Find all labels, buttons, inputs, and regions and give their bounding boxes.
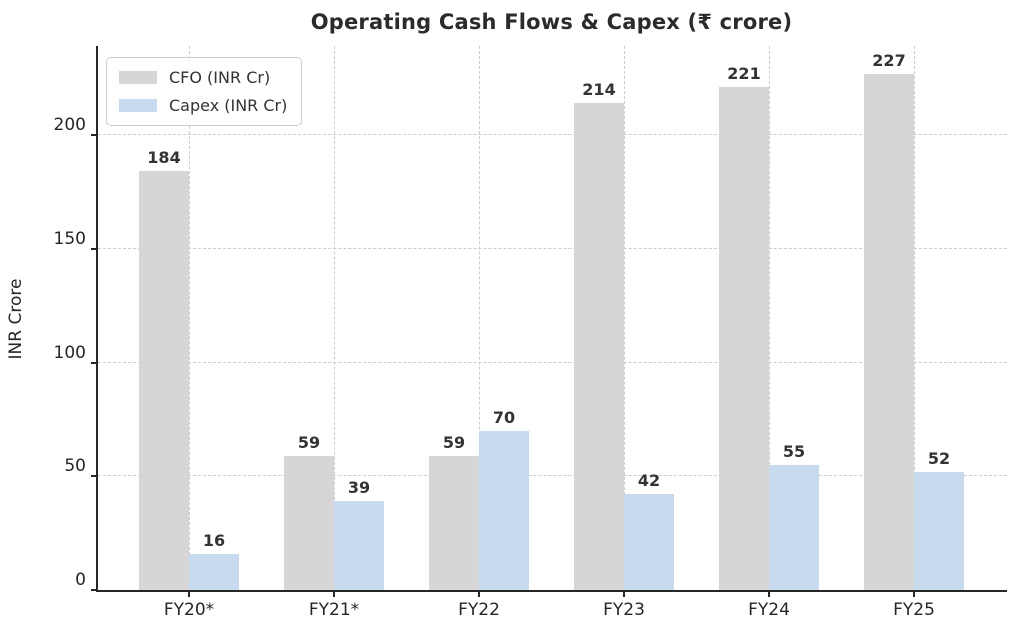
h-gridline	[98, 361, 1007, 363]
capex-bar	[624, 494, 674, 590]
cfo-bar	[574, 103, 624, 590]
y-tick-mark	[91, 247, 98, 250]
legend: CFO (INR Cr) Capex (INR Cr)	[106, 57, 303, 126]
cfo-bar	[429, 455, 479, 590]
capex-bar	[334, 501, 384, 590]
y-tick-mark	[91, 134, 98, 136]
x-tick-label: FY20*	[163, 600, 215, 620]
capex-bar	[914, 471, 964, 590]
cfo-legend-label: CFO (INR Cr)	[169, 68, 271, 87]
h-gridline	[98, 247, 1007, 249]
x-tick-label: FY23	[603, 600, 645, 620]
y-axis-label: INR Crore	[6, 278, 26, 360]
capex-legend-swatch	[119, 99, 157, 112]
capex-bar	[189, 553, 239, 590]
cfo-bar	[719, 87, 769, 590]
capex-legend-label: Capex (INR Cr)	[169, 96, 288, 115]
y-tick-label: 50	[64, 456, 86, 477]
y-tick-mark	[91, 361, 98, 364]
cfo-bar	[139, 171, 189, 590]
x-tick-mark	[333, 590, 335, 597]
y-tick-label: 0	[75, 570, 86, 590]
v-gridline	[624, 46, 625, 590]
v-gridline	[914, 46, 915, 590]
cfo-bar-value: 184	[147, 148, 181, 168]
capex-bar-value: 55	[782, 441, 806, 461]
h-gridline	[98, 475, 1007, 477]
legend-entry-capex: Capex (INR Cr)	[119, 96, 287, 115]
y-tick-label: 200	[53, 115, 86, 135]
capex-bar-value: 42	[637, 471, 661, 491]
x-tick-label: FY22	[458, 600, 500, 620]
x-tick-label: FY25	[893, 600, 935, 620]
plot-area: CFO (INR Cr) Capex (INR Cr) 0 50 100 150 200…	[54, 46, 1007, 620]
v-gridline	[189, 46, 190, 590]
v-gridline	[479, 46, 480, 590]
capex-bar-value: 16	[202, 530, 226, 550]
y-tick-label: 150	[53, 228, 86, 249]
v-gridline	[334, 46, 335, 590]
cfo-bar-value: 59	[442, 432, 466, 452]
legend-entry-cfo: CFO (INR Cr)	[119, 68, 287, 87]
cfo-bar-value: 221	[727, 64, 761, 84]
chart-title: Operating Cash Flows & Capex (₹ crore)	[310, 10, 793, 34]
x-tick-mark	[188, 590, 190, 597]
cfo-legend-swatch	[119, 71, 157, 84]
y-tick-label: 100	[53, 342, 86, 363]
cfo-bar	[864, 73, 914, 590]
y-tick-mark	[91, 589, 98, 591]
capex-bar-value: 52	[927, 448, 951, 468]
capex-bar-value: 70	[492, 407, 516, 427]
capex-bar-value: 39	[347, 478, 371, 498]
cfo-bar-value: 59	[297, 432, 321, 452]
v-gridline	[769, 46, 770, 590]
capex-bar	[479, 430, 529, 590]
x-tick-mark	[478, 590, 480, 597]
x-tick-label: FY24	[748, 600, 790, 620]
cfo-bar-value: 227	[872, 50, 906, 70]
capex-bar	[769, 464, 819, 590]
cfo-bar	[284, 455, 334, 590]
x-tick-mark	[623, 590, 625, 597]
x-tick-label: FY21*	[308, 600, 360, 620]
cfo-bar-value: 214	[582, 80, 616, 100]
y-tick-mark	[91, 475, 98, 478]
h-gridline	[98, 134, 1007, 135]
x-tick-mark	[913, 590, 915, 597]
x-tick-mark	[768, 590, 770, 597]
